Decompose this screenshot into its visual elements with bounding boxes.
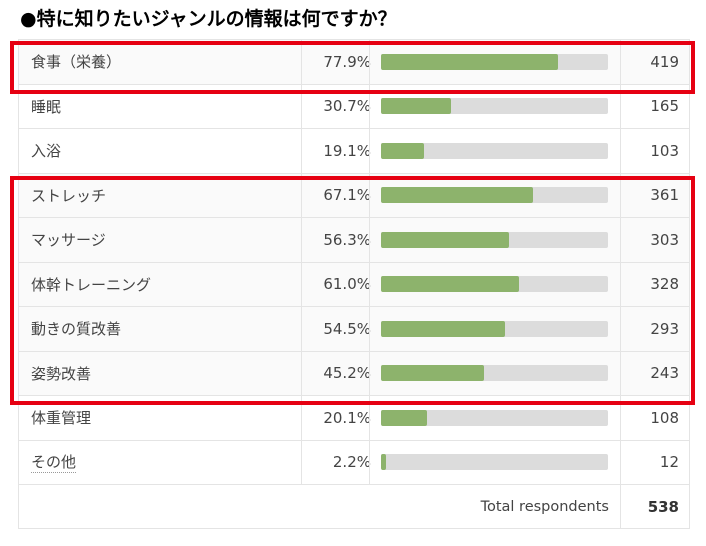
count-label: 361	[620, 173, 689, 217]
count-label: 293	[620, 307, 689, 351]
table-row: 食事（栄養） 77.9% 419	[19, 40, 689, 85]
bar-track	[381, 320, 608, 337]
bar-track	[381, 454, 608, 471]
count-label: 243	[620, 351, 689, 395]
table-row: 動きの質改善 54.5% 293	[19, 307, 689, 352]
category-label: 動きの質改善	[31, 320, 122, 339]
row-label: その他	[31, 441, 299, 485]
bar-cell	[369, 129, 620, 173]
bar-track	[381, 409, 608, 426]
table-row: 入浴 19.1% 103	[19, 129, 689, 174]
bar	[381, 231, 509, 248]
percent-label: 61.0%	[301, 262, 381, 306]
total-respondents-count: 538	[620, 485, 689, 528]
row-label: 入浴	[31, 129, 299, 173]
bar	[381, 98, 451, 115]
percent-label: 2.2%	[301, 440, 381, 484]
category-label: マッサージ	[31, 231, 106, 250]
percent-label: 56.3%	[301, 218, 381, 262]
table-row: その他 2.2% 12	[19, 440, 689, 485]
row-label: 姿勢改善	[31, 352, 299, 396]
category-label: 食事（栄養）	[31, 53, 122, 72]
table-row: 姿勢改善 45.2% 243	[19, 351, 689, 396]
bar-track	[381, 365, 608, 382]
percent-label: 30.7%	[301, 84, 381, 128]
table-row: ストレッチ 67.1% 361	[19, 173, 689, 218]
percent-label: 20.1%	[301, 396, 381, 440]
bar-cell	[369, 173, 620, 217]
table-row: 体重管理 20.1% 108	[19, 396, 689, 441]
percent-label: 54.5%	[301, 307, 381, 351]
table-row: マッサージ 56.3% 303	[19, 218, 689, 263]
table-row: 体幹トレーニング 61.0% 328	[19, 262, 689, 307]
results-table: 食事（栄養） 77.9% 419 睡眠 30.7% 165 入浴 19.1% 103 ストレッチ 6…	[18, 39, 690, 529]
bar-track	[381, 231, 608, 248]
row-label: マッサージ	[31, 218, 299, 262]
bar	[381, 365, 484, 382]
percent-label: 67.1%	[301, 173, 381, 217]
category-label: その他	[31, 453, 77, 474]
row-label: 食事（栄養）	[31, 40, 299, 84]
bar-track	[381, 187, 608, 204]
row-label: 体幹トレーニング	[31, 263, 299, 307]
bar-track	[381, 142, 608, 159]
category-label: ストレッチ	[31, 186, 107, 205]
category-label: 体重管理	[31, 409, 92, 428]
count-label: 419	[620, 40, 689, 84]
row-label: 動きの質改善	[31, 307, 299, 351]
bar	[381, 142, 425, 159]
category-label: 姿勢改善	[31, 364, 92, 383]
bar-track	[381, 276, 608, 293]
category-label: 睡眠	[31, 97, 62, 116]
bar	[381, 276, 520, 293]
count-label: 165	[620, 84, 689, 128]
table-row: 睡眠 30.7% 165	[19, 84, 689, 129]
total-respondents-label: Total respondents	[480, 498, 609, 515]
bar	[381, 409, 427, 426]
bar-cell	[369, 40, 620, 84]
count-label: 103	[620, 129, 689, 173]
bar-cell	[369, 440, 620, 484]
bar-cell	[369, 351, 620, 395]
count-label: 328	[620, 262, 689, 306]
bar-track	[381, 53, 608, 70]
row-label: 睡眠	[31, 85, 299, 129]
bar-cell	[369, 262, 620, 306]
bar	[381, 320, 505, 337]
count-label: 303	[620, 218, 689, 262]
percent-label: 19.1%	[301, 129, 381, 173]
bar-cell	[369, 396, 620, 440]
bar	[381, 53, 558, 70]
bar-cell	[369, 84, 620, 128]
count-label: 108	[620, 396, 689, 440]
percent-label: 77.9%	[301, 40, 381, 84]
bar	[381, 187, 534, 204]
row-label: ストレッチ	[31, 174, 299, 218]
bar	[381, 454, 386, 471]
category-label: 入浴	[31, 142, 62, 161]
bar-cell	[369, 218, 620, 262]
row-label: 体重管理	[31, 396, 299, 440]
category-label: 体幹トレーニング	[31, 275, 152, 294]
bar-track	[381, 98, 608, 115]
count-label: 12	[620, 440, 689, 484]
bar-cell	[369, 307, 620, 351]
total-row: Total respondents 538	[19, 485, 689, 529]
percent-label: 45.2%	[301, 351, 381, 395]
page-title: ●特に知りたいジャンルの情報は何ですか？	[20, 8, 397, 30]
